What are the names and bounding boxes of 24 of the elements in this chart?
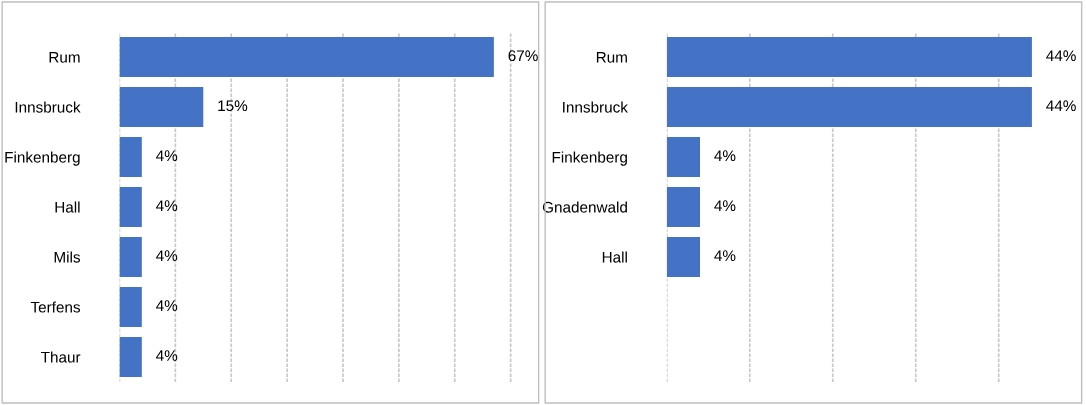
data-label: 4% [156, 250, 178, 261]
y-tick-label: Gnadenwald [542, 201, 627, 213]
data-label: 4% [156, 150, 178, 162]
y-tick-label: Innsbruck [15, 101, 81, 113]
y-tick-label: Innsbruck [563, 101, 628, 113]
data-label: 4% [156, 300, 178, 311]
data-label: 67% [508, 50, 538, 62]
y-tick-label: Thaur [41, 351, 81, 363]
y-tick-label: Finkenberg [552, 151, 627, 166]
data-label: 4% [156, 200, 178, 211]
y-tick-label: Terfens [30, 301, 81, 313]
data-label: 4% [714, 150, 736, 162]
y-tick-label: Hall [602, 251, 627, 263]
data-label: 15% [218, 100, 248, 112]
data-label: 4% [714, 200, 736, 211]
data-label: 4% [156, 350, 178, 361]
y-tick-label: Rum [49, 52, 80, 63]
data-label: 4% [714, 250, 736, 261]
y-tick-label: Rum [596, 52, 627, 63]
y-tick-label: Hall [55, 201, 80, 213]
data-label: 44% [1046, 100, 1076, 112]
y-tick-label: Mils [54, 251, 81, 263]
y-tick-label: Finkenberg [5, 151, 80, 166]
data-label: 44% [1046, 50, 1076, 62]
